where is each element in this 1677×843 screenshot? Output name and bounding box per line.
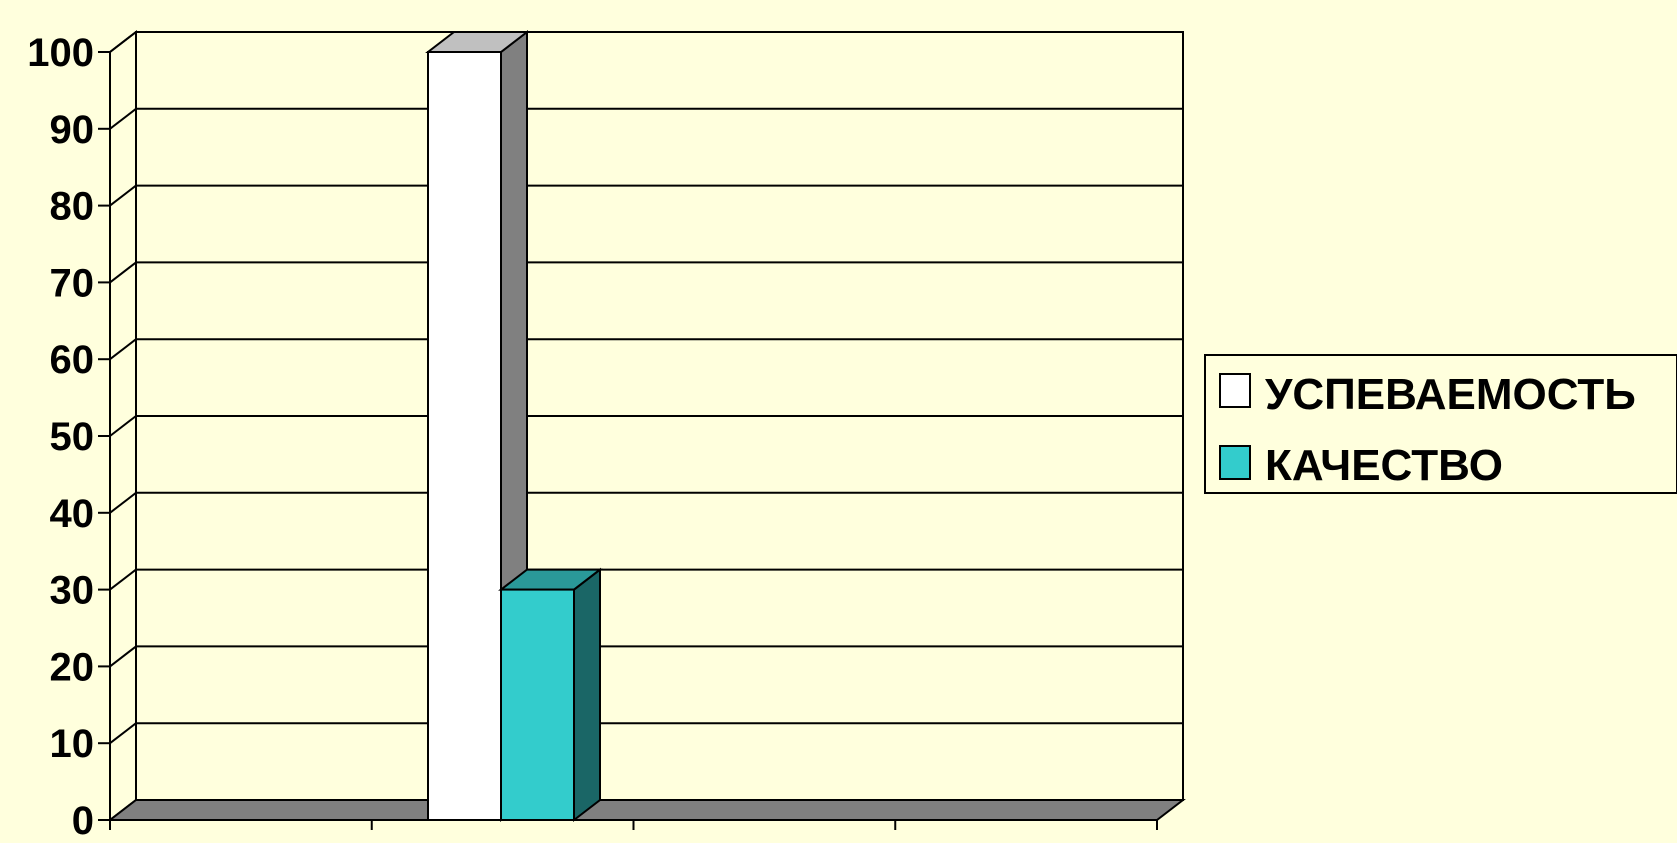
gridline-side — [109, 415, 137, 437]
gridline-side — [109, 722, 137, 744]
x-axis — [109, 820, 1158, 830]
y-tick-label: 50 — [50, 415, 95, 459]
gridline-side — [109, 492, 137, 514]
gridlines — [109, 31, 1183, 744]
y-axis: 0 10 20 30 40 50 60 70 80 90 100 — [27, 31, 111, 843]
y-tick-label: 20 — [50, 645, 95, 689]
legend-label-kachestvo: КАЧЕСТВО — [1265, 441, 1503, 490]
plot-walls — [107, 29, 1186, 823]
bar-front — [427, 51, 502, 821]
legend-swatch-kachestvo — [1219, 445, 1251, 480]
gridline-side — [109, 338, 137, 360]
bars — [425, 29, 603, 823]
legend-swatch-uspevaemost — [1219, 373, 1251, 408]
gridline-side — [109, 108, 137, 130]
y-tick-label: 0 — [72, 799, 94, 838]
y-tick-label: 80 — [50, 185, 95, 229]
y-tick-label: 90 — [50, 108, 95, 152]
gridline-side — [109, 645, 137, 668]
gridline-side — [109, 184, 137, 207]
gridline-side — [109, 568, 137, 591]
y-tick-label: 60 — [50, 338, 95, 382]
y-tick-label: 70 — [50, 261, 95, 305]
y-tick-label: 30 — [50, 569, 95, 613]
bar-side — [573, 567, 601, 823]
y-tick-label: 40 — [50, 492, 95, 536]
y-tick-label: 100 — [27, 31, 94, 75]
legend: УСПЕВАЕМОСТЬ КАЧЕСТВО — [1204, 354, 1677, 494]
gridline-side — [109, 261, 137, 284]
bar-front — [500, 588, 575, 821]
gridline-side — [109, 31, 137, 53]
y-tick-label: 10 — [50, 722, 95, 766]
legend-label-uspevaemost: УСПЕВАЕМОСТЬ — [1265, 370, 1636, 419]
bar — [498, 567, 603, 823]
plot-floor — [107, 799, 1186, 821]
legend-box — [1204, 354, 1677, 494]
